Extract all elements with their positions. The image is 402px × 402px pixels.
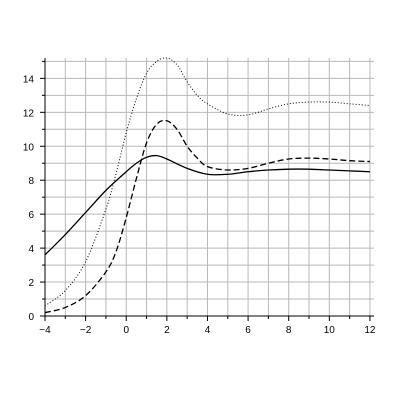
tick-labels: −4 −2 0 2 4 6 8 10 12 0 2 4 6 8 10 12 14 [23, 74, 376, 336]
y-tick-label: 8 [28, 176, 34, 187]
y-tick-label: 12 [23, 108, 35, 119]
x-tick-label: 8 [286, 325, 292, 336]
series-group [44, 57, 370, 314]
y-tick-label: 10 [23, 142, 35, 153]
x-tick-label: 0 [123, 325, 129, 336]
y-tick-label: 0 [28, 312, 34, 323]
x-tick-label: −4 [39, 325, 51, 336]
x-tick-label: 2 [164, 325, 170, 336]
x-tick-label: 10 [324, 325, 336, 336]
series-line-dashed [44, 119, 370, 314]
x-tick-label: −2 [80, 325, 92, 336]
grid [44, 58, 374, 317]
x-tick-label: 4 [205, 325, 211, 336]
x-tick-label: 6 [245, 325, 251, 336]
y-tick-label: 4 [28, 244, 34, 255]
y-tick-label: 6 [28, 210, 34, 221]
x-tick-label: 12 [364, 325, 376, 336]
y-tick-label: 2 [28, 278, 34, 289]
y-tick-label: 14 [23, 74, 35, 85]
series-line-solid [44, 154, 370, 256]
axes [40, 58, 374, 321]
